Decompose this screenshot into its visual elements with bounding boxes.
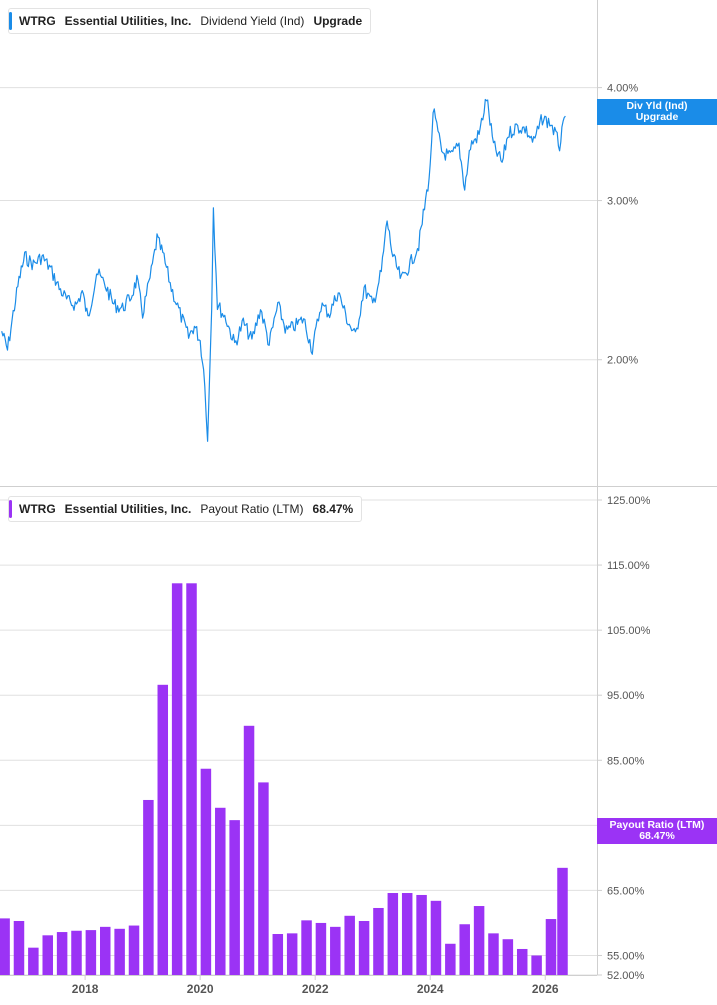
payout-ratio-panel	[0, 583, 568, 975]
payout-bar	[258, 782, 269, 975]
payout-bar	[229, 820, 240, 975]
payout-bar	[545, 919, 557, 975]
payout-bar	[387, 893, 399, 975]
payout-bar	[373, 907, 384, 975]
top-legend-ticker: WTRG	[19, 14, 56, 28]
payout-bar	[502, 939, 514, 975]
top-legend-company: Essential Utilities, Inc.	[64, 14, 192, 28]
payout-bar	[557, 867, 568, 975]
payout-tag-line2: 68.47%	[639, 830, 675, 842]
top-legend[interactable]: WTRG Essential Utilities, Inc. Dividend …	[8, 8, 372, 34]
payout-bar	[171, 583, 183, 975]
payout-bar	[301, 920, 312, 975]
payout-bar	[128, 925, 140, 975]
bottom-y-tick-label: 65.00%	[607, 885, 645, 897]
payout-bar	[344, 915, 355, 975]
top-legend-metric: Dividend Yield (Ind)	[200, 14, 305, 28]
payout-bar	[0, 918, 10, 975]
x-tick-label: 2020	[187, 982, 214, 996]
gridlines	[0, 87, 597, 976]
payout-bar	[473, 906, 485, 975]
bottom-legend-metric: Payout Ratio (LTM)	[200, 502, 304, 516]
payout-bar	[358, 920, 370, 975]
payout-bar	[28, 947, 39, 975]
bottom-y-tick-label: 105.00%	[607, 625, 651, 637]
bottom-legend[interactable]: WTRG Essential Utilities, Inc. Payout Ra…	[8, 496, 363, 522]
top-y-tick-label: 4.00%	[607, 83, 638, 95]
payout-bar	[272, 934, 284, 975]
bottom-y-tick-label: 52.00%	[607, 970, 645, 982]
bottom-y-tick-label: 125.00%	[607, 495, 651, 507]
payout-last-value-tag: Payout Ratio (LTM) 68.47%	[597, 818, 717, 844]
payout-bar	[71, 930, 82, 975]
yield-tag-line2: Upgrade	[635, 111, 679, 123]
payout-bar	[85, 930, 97, 975]
payout-bar	[330, 926, 341, 975]
yield-swatch	[9, 12, 12, 30]
payout-bar	[143, 799, 154, 975]
top-y-tick-label: 2.00%	[607, 355, 638, 367]
x-tick-label: 2018	[72, 982, 99, 996]
payout-swatch	[9, 500, 12, 518]
yield-last-value-tag: Div Yld (Ind) Upgrade	[597, 99, 717, 125]
payout-bar	[416, 894, 427, 975]
payout-bar	[200, 768, 212, 975]
payout-bar	[114, 928, 125, 975]
payout-bar	[488, 933, 499, 975]
bottom-legend-ticker: WTRG	[19, 502, 56, 516]
payout-bar	[401, 893, 413, 975]
payout-bar	[157, 684, 169, 975]
payout-bar	[42, 935, 53, 975]
top-y-tick-label: 3.00%	[607, 196, 638, 208]
payout-bar	[315, 922, 327, 975]
top-legend-value[interactable]: Upgrade	[313, 14, 363, 28]
payout-bar	[459, 924, 470, 975]
yield-tag-line1: Div Yld (Ind)	[626, 100, 688, 112]
payout-bar	[430, 900, 442, 975]
x-tick-label: 2026	[532, 982, 559, 996]
payout-bar	[186, 583, 197, 975]
bottom-legend-company: Essential Utilities, Inc.	[64, 502, 192, 516]
x-tick-label: 2024	[417, 982, 444, 996]
payout-bar	[445, 943, 456, 975]
payout-tag-line1: Payout Ratio (LTM)	[609, 819, 705, 831]
dividend-yield-line	[1, 98, 566, 442]
payout-bar	[243, 725, 255, 975]
payout-bar	[100, 926, 111, 975]
payout-bar	[56, 932, 68, 975]
bottom-y-tick-label: 115.00%	[607, 560, 650, 572]
bottom-y-tick-label: 85.00%	[607, 755, 645, 767]
payout-bar	[13, 920, 25, 975]
payout-bar	[215, 807, 226, 975]
payout-bar	[516, 948, 528, 975]
x-tick-label: 2022	[302, 982, 329, 996]
payout-bar	[531, 955, 542, 975]
bottom-y-tick-label: 95.00%	[607, 690, 645, 702]
dividend-yield-panel	[1, 98, 566, 442]
bottom-legend-value: 68.47%	[312, 502, 354, 516]
bottom-y-tick-label: 55.00%	[607, 950, 645, 962]
payout-bar	[286, 933, 298, 975]
